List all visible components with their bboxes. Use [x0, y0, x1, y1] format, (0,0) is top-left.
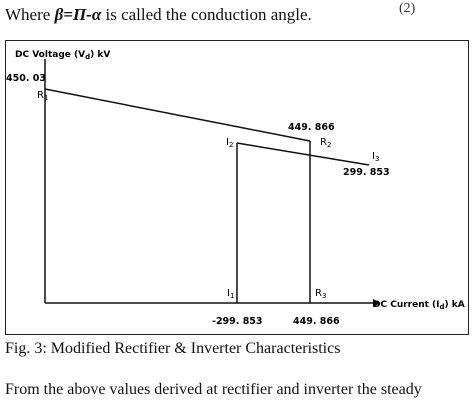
figure-caption: Fig. 3: Modified Rectifier & Inverter Ch… — [5, 340, 341, 357]
y-axis-label: DC Voltage (Vd) kV — [15, 50, 110, 61]
label-v-i3: 299. 853 — [343, 167, 390, 178]
label-r2: R2 — [320, 137, 331, 149]
label-x-r3: 449. 866 — [293, 316, 340, 327]
body-paragraph: From the above values derived at rectifi… — [5, 381, 422, 398]
label-v-start: 450. 03 — [6, 73, 46, 84]
x-axis-arrow — [373, 299, 381, 307]
characteristics-diagram: DC Voltage (Vd) kV DC Current (Id) kA 45… — [6, 50, 465, 327]
label-r3: R3 — [315, 288, 326, 300]
label-i1: I1 — [227, 288, 234, 300]
figure-frame: DC Voltage (Vd) kV DC Current (Id) kA 45… — [5, 40, 469, 335]
x-axis-label: DC Current (Id) kA — [373, 300, 465, 311]
label-i3: I3 — [372, 151, 379, 163]
label-v-r2: 449. 866 — [288, 122, 335, 133]
inverter-line — [236, 142, 370, 166]
header-suffix: is called the conduction angle. — [101, 5, 312, 24]
label-i2: I2 — [226, 137, 233, 149]
header-prefix: Where — [5, 5, 55, 24]
label-x-i1: -299. 853 — [212, 316, 263, 327]
equation-number: (2) — [399, 1, 416, 16]
rectifier-line — [44, 88, 311, 142]
conduction-angle-symbol: β=Π-α — [54, 5, 102, 24]
header-sentence: Where β=Π-α is called the conduction ang… — [5, 1, 415, 25]
label-r1: R1 — [37, 90, 48, 102]
